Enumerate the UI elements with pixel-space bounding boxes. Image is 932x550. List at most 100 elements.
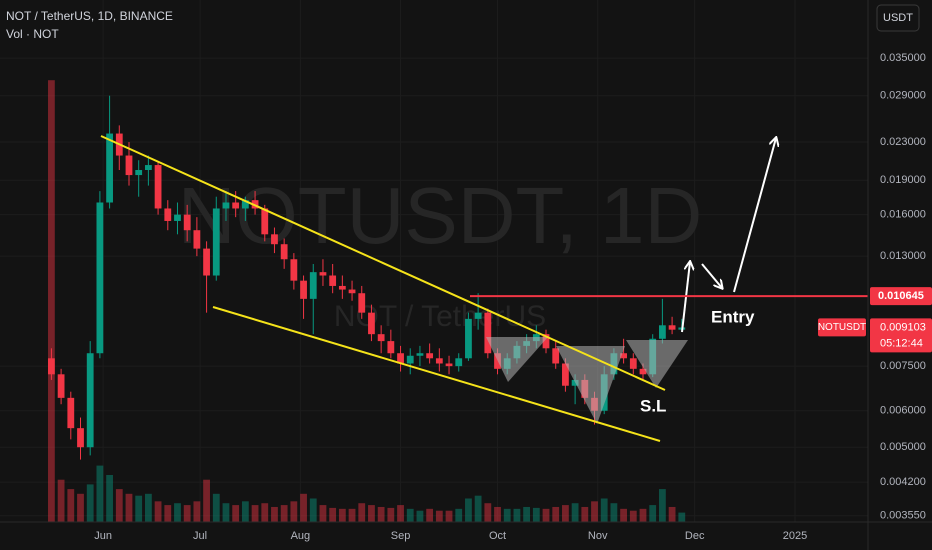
volume-bar	[154, 501, 162, 522]
candle-body	[174, 214, 181, 221]
y-tick-label: 0.035000	[880, 52, 926, 64]
candle-body	[659, 325, 666, 339]
volume-bar	[358, 503, 366, 522]
y-tick-label: 0.006000	[880, 405, 926, 417]
candle-body	[232, 202, 240, 209]
candle-body	[271, 234, 278, 245]
arrow	[733, 138, 776, 293]
candle-body	[620, 353, 627, 359]
y-tick-label: 0.016000	[880, 209, 926, 221]
candle-body	[435, 358, 443, 364]
volume-bar	[290, 501, 298, 522]
candle-body	[106, 133, 113, 203]
volume-bar	[513, 508, 521, 522]
volume-bar	[387, 507, 395, 522]
volume-bar	[406, 508, 414, 522]
x-tick-label: Nov	[588, 530, 608, 542]
y-tick-label: 0.005000	[880, 441, 926, 453]
candle-body	[406, 355, 414, 364]
volume-bar	[503, 508, 511, 522]
candle-body	[629, 358, 637, 369]
candle-body	[639, 368, 647, 375]
candle-body	[290, 259, 298, 281]
currency-button[interactable]	[876, 4, 920, 32]
y-tick-label: 0.004200	[880, 476, 926, 488]
volume-bar	[610, 503, 618, 522]
volume-bar	[57, 479, 65, 522]
candle-body	[212, 208, 220, 276]
x-tick-label: Aug	[291, 530, 311, 542]
volume-bar	[465, 498, 472, 522]
volume-bar	[416, 510, 424, 522]
candle-body	[338, 285, 346, 290]
volume-bar	[668, 506, 676, 522]
candle-body	[96, 202, 104, 354]
last-price-symbol-box	[818, 318, 866, 337]
candle-body	[164, 208, 172, 221]
candle-body	[562, 363, 569, 386]
volume-bar	[562, 505, 569, 522]
volume-bar	[542, 508, 550, 522]
candle-body	[280, 244, 288, 260]
candle-body	[358, 293, 366, 313]
volume-bar	[591, 501, 598, 522]
candle-body	[387, 341, 395, 354]
x-tick-label: 2025	[783, 530, 807, 542]
candle-body	[261, 208, 269, 235]
candle-body	[465, 318, 472, 359]
volume-bar	[271, 506, 278, 522]
x-tick-label: Sep	[391, 530, 411, 542]
candle-body	[203, 248, 210, 276]
volume-bar	[125, 493, 133, 522]
arrow	[701, 263, 722, 288]
candle-body	[329, 275, 337, 286]
candle-body	[445, 363, 453, 367]
candle-body	[48, 358, 55, 375]
volume-bar	[144, 493, 152, 522]
candle-body	[368, 312, 375, 335]
volume-bar	[338, 508, 346, 522]
volume-bar	[67, 489, 75, 522]
candle-body	[135, 170, 143, 176]
candle-body	[455, 358, 463, 367]
volume-bar	[106, 475, 113, 522]
x-tick-label: Dec	[685, 530, 705, 542]
candle-body	[416, 353, 424, 356]
volume-bar	[251, 505, 259, 522]
countdown-label: 05:12:44	[880, 337, 923, 349]
watermark-title: NOTUSDT, 1D	[178, 171, 703, 260]
volume-bar	[455, 508, 463, 522]
candle-body	[397, 353, 404, 364]
volume-bar	[280, 505, 288, 522]
volume-bar	[484, 503, 492, 522]
trendline	[212, 306, 661, 442]
candle-body	[154, 165, 162, 209]
volume-bar	[309, 498, 317, 522]
candle-body	[193, 230, 201, 249]
volume-bar	[77, 493, 84, 522]
currency-button-label[interactable]: USDT	[883, 12, 913, 24]
volume-bar	[115, 489, 123, 522]
volume-bar	[319, 505, 327, 522]
volume-bar	[96, 465, 104, 522]
x-tick-label: Jun	[94, 530, 112, 542]
volume-bar	[532, 507, 540, 522]
volume-bar	[397, 505, 404, 522]
trendline	[100, 135, 666, 391]
volume-bar	[659, 489, 666, 522]
volume-bar	[552, 506, 560, 522]
volume-bar	[348, 508, 356, 522]
candle-body	[183, 214, 191, 231]
last-price-label: 0.009103	[880, 321, 926, 333]
volume-bar	[193, 501, 201, 522]
volume-bar	[571, 503, 579, 522]
y-tick-label: 0.007500	[880, 360, 926, 372]
volume-bar	[48, 80, 55, 522]
last-price-box	[870, 318, 932, 353]
volume-bar	[183, 505, 191, 522]
volume-bar	[523, 506, 531, 522]
volume-bar	[600, 498, 608, 522]
volume-header: Vol · NOT	[6, 27, 59, 41]
candle-body	[309, 272, 317, 299]
